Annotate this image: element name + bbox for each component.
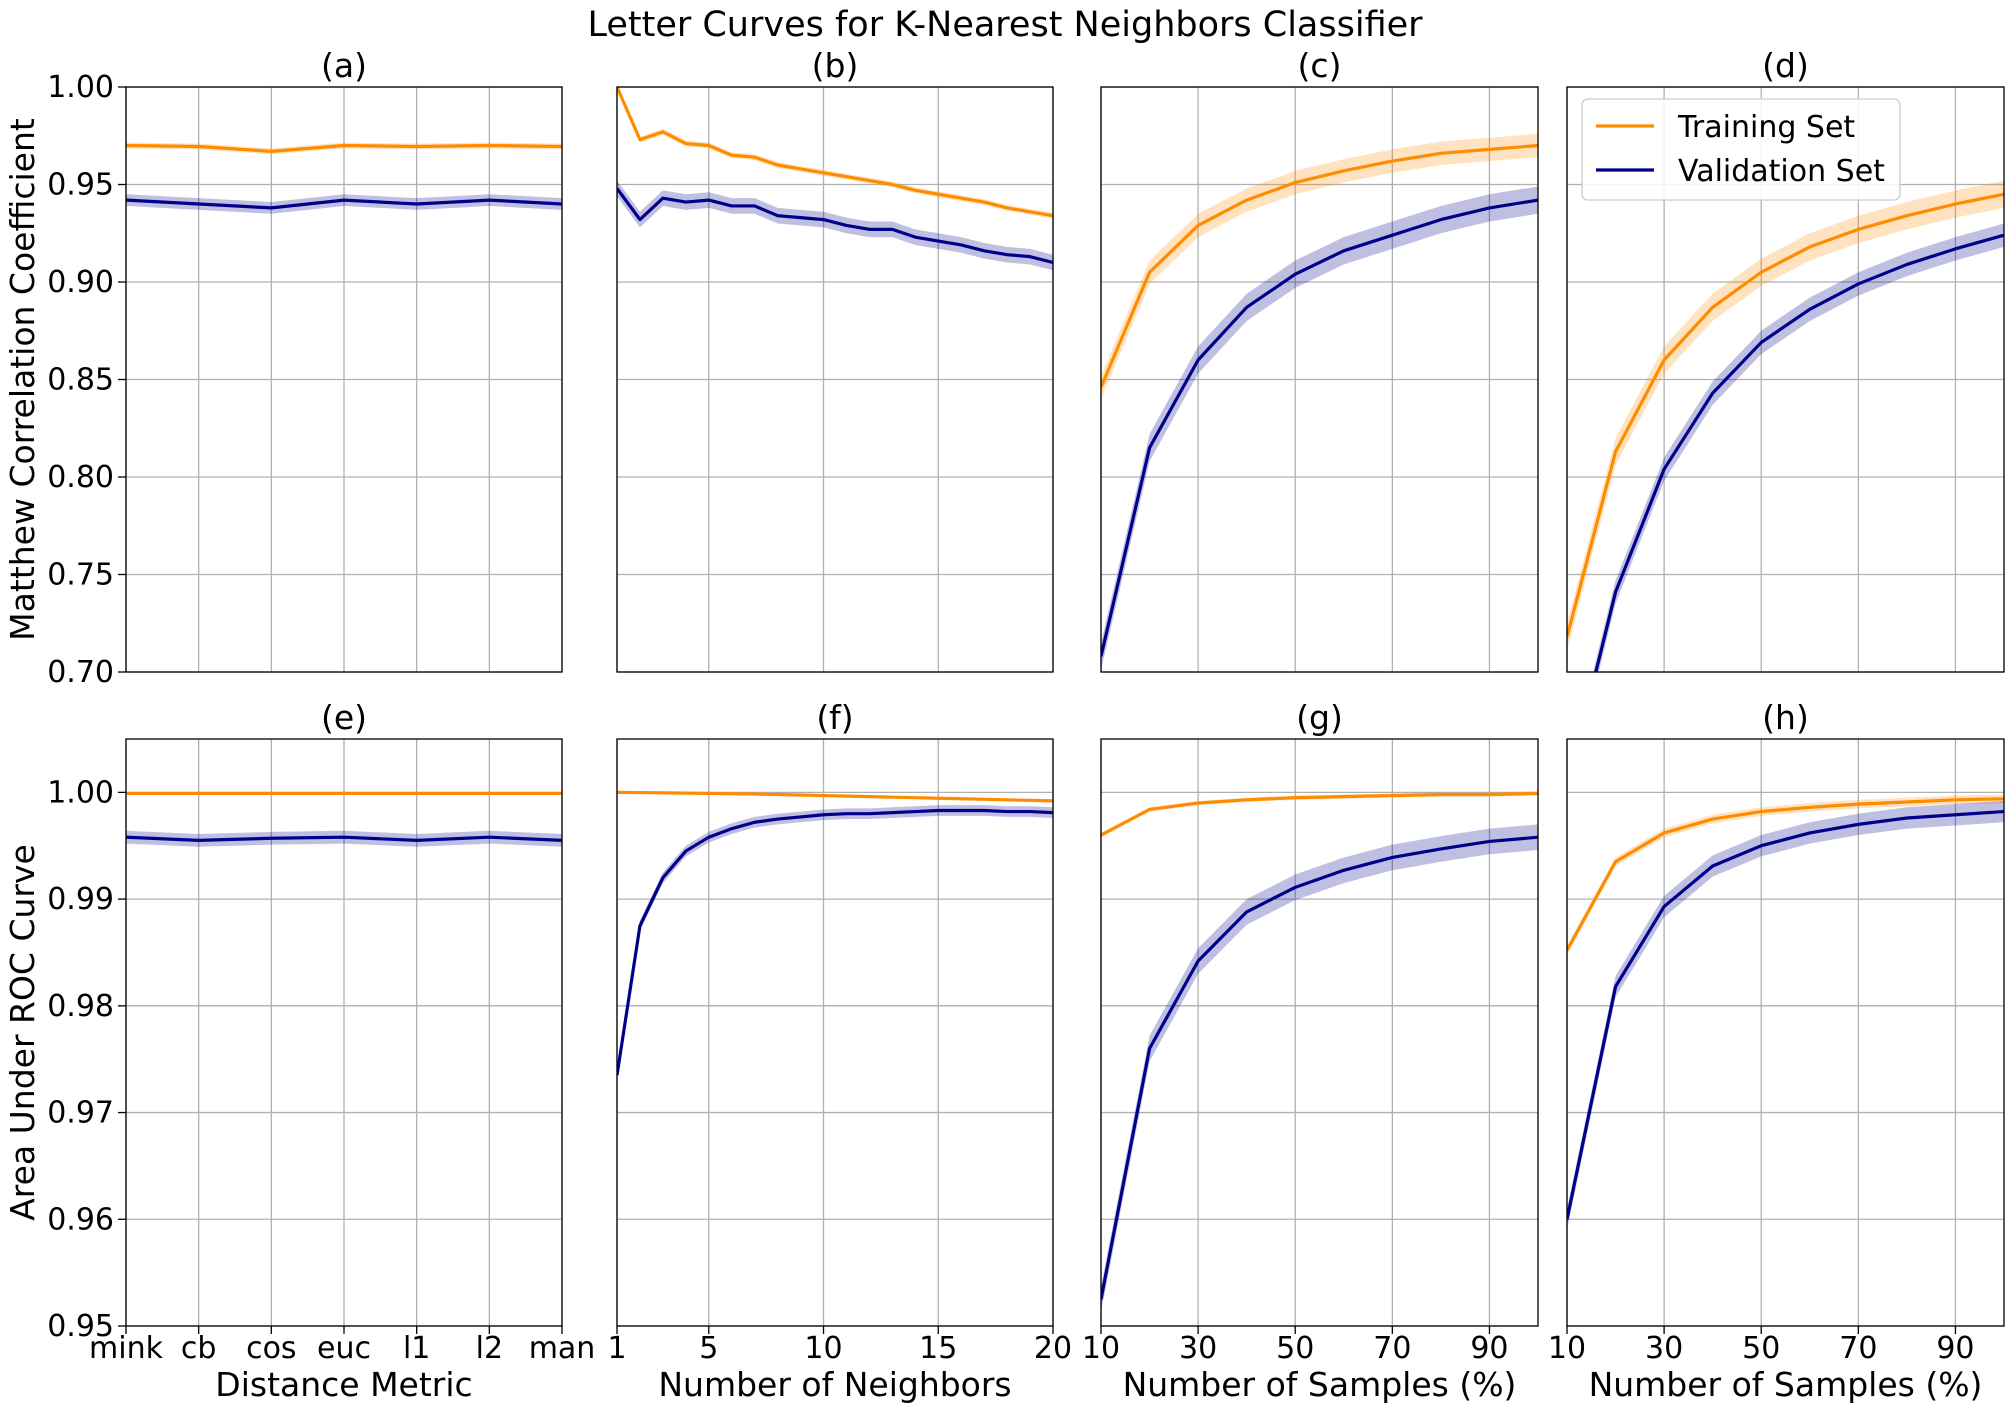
x-tick-label: euc xyxy=(317,1331,371,1366)
series-line-validation xyxy=(1567,809,2004,1220)
x-axis-label: Number of Samples (%) xyxy=(1589,1365,1983,1404)
x-tick-label: 20 xyxy=(1034,1331,1072,1366)
y-tick-label: 0.98 xyxy=(47,989,114,1024)
x-tick-label: l1 xyxy=(403,1331,430,1366)
panel-title: (h) xyxy=(1762,698,1809,737)
panel-title: (g) xyxy=(1296,698,1343,737)
panel-c: (c) xyxy=(1100,46,1539,673)
plot-area xyxy=(1567,180,2004,672)
band-validation xyxy=(126,194,562,214)
x-tick-label: 1 xyxy=(607,1331,626,1366)
x-tick-label: 70 xyxy=(1839,1331,1877,1366)
panel-title: (a) xyxy=(321,46,367,85)
plot-area xyxy=(617,87,1053,271)
series-line-validation xyxy=(1101,198,1538,657)
x-tick-label: 90 xyxy=(1936,1331,1974,1366)
x-tick-label: 15 xyxy=(919,1331,957,1366)
x-tick-label: 5 xyxy=(699,1331,718,1366)
y-tick-label: 0.95 xyxy=(47,1309,114,1344)
axes-frame xyxy=(616,86,1054,673)
x-tick-label: 70 xyxy=(1373,1331,1411,1366)
x-tick-label: man xyxy=(529,1331,596,1366)
y-tick-label: 0.85 xyxy=(47,363,114,398)
panel-title: (c) xyxy=(1298,46,1342,85)
x-tick-label: 50 xyxy=(1276,1331,1314,1366)
x-axis-label: Distance Metric xyxy=(215,1365,472,1404)
plot-area xyxy=(126,791,562,847)
y-tick-label: 0.75 xyxy=(47,558,114,593)
band-validation xyxy=(617,805,1053,1081)
plot-area xyxy=(1101,133,1538,671)
panel-title: (b) xyxy=(812,46,859,85)
x-tick-label: 10 xyxy=(1082,1331,1120,1366)
y-tick-label: 0.96 xyxy=(47,1202,114,1237)
panel-d: (d) Training Set Validation Set xyxy=(1566,46,2005,673)
plot-area xyxy=(1101,791,1538,1313)
axes-frame xyxy=(1100,738,1539,1327)
y-axis-label: Area Under ROC Curve xyxy=(3,844,42,1221)
band-training xyxy=(1101,133,1538,400)
axes-frame xyxy=(1100,86,1539,673)
x-tick-label: l2 xyxy=(476,1331,503,1366)
band-training xyxy=(617,87,1053,219)
axes-frame xyxy=(1566,738,2005,1327)
y-tick-label: 1.00 xyxy=(47,775,114,810)
y-tick-label: 0.97 xyxy=(47,1096,114,1131)
y-tick-label: 0.90 xyxy=(47,265,114,300)
series-line-training xyxy=(1567,797,2004,952)
x-tick-label: cos xyxy=(246,1331,296,1366)
x-axis-label: Number of Samples (%) xyxy=(1123,1365,1517,1404)
plot-area xyxy=(617,790,1053,1081)
legend-box xyxy=(1581,98,1901,201)
plot-area xyxy=(1567,794,2004,1230)
y-axis-label: Matthew Correlation Coefficient xyxy=(3,118,42,641)
y-tick-label: 0.99 xyxy=(47,882,114,917)
band-validation xyxy=(1592,223,2004,672)
x-tick-label: 30 xyxy=(1645,1331,1683,1366)
panel-b: (b) xyxy=(616,46,1054,673)
band-validation xyxy=(1567,800,2004,1230)
x-axis-label: Number of Neighbors xyxy=(658,1365,1011,1404)
plot-area xyxy=(126,142,562,214)
y-tick-label: 0.95 xyxy=(47,168,114,203)
panel-title: (e) xyxy=(321,698,367,737)
x-tick-label: mink xyxy=(89,1331,164,1366)
series-line-training xyxy=(1101,143,1538,388)
x-tick-label: 10 xyxy=(1548,1331,1586,1366)
legend: Training Set Validation Set xyxy=(1581,98,1901,201)
band-validation xyxy=(617,180,1053,271)
axes-frame xyxy=(616,738,1054,1327)
figure-title: Letter Curves for K-Nearest Neighbors Cl… xyxy=(587,5,1423,45)
x-tick-label: 90 xyxy=(1470,1331,1508,1366)
panel-title: (f) xyxy=(816,698,853,737)
series-line-validation xyxy=(617,808,1053,1076)
series-line-training xyxy=(1101,791,1538,837)
x-tick-label: 50 xyxy=(1742,1331,1780,1366)
y-tick-label: 0.80 xyxy=(47,460,114,495)
series-line-training xyxy=(617,790,1053,803)
legend-label-training: Training Set xyxy=(1677,110,1855,145)
series-line-validation xyxy=(617,187,1053,265)
y-tick-label: 0.70 xyxy=(47,655,114,690)
band-validation xyxy=(1101,824,1538,1313)
y-tick-label: 1.00 xyxy=(47,70,114,105)
x-tick-label: 30 xyxy=(1179,1331,1217,1366)
series-line-validation xyxy=(1594,233,2004,672)
x-tick-label: cb xyxy=(181,1331,217,1366)
legend-label-validation: Validation Set xyxy=(1678,154,1885,189)
series-line-training xyxy=(1567,192,2004,638)
panel-title: (d) xyxy=(1762,46,1809,85)
x-tick-label: 10 xyxy=(804,1331,842,1366)
series-line-training xyxy=(617,87,1053,218)
series-line-validation xyxy=(1101,835,1538,1300)
axes-frame xyxy=(1566,86,2005,673)
